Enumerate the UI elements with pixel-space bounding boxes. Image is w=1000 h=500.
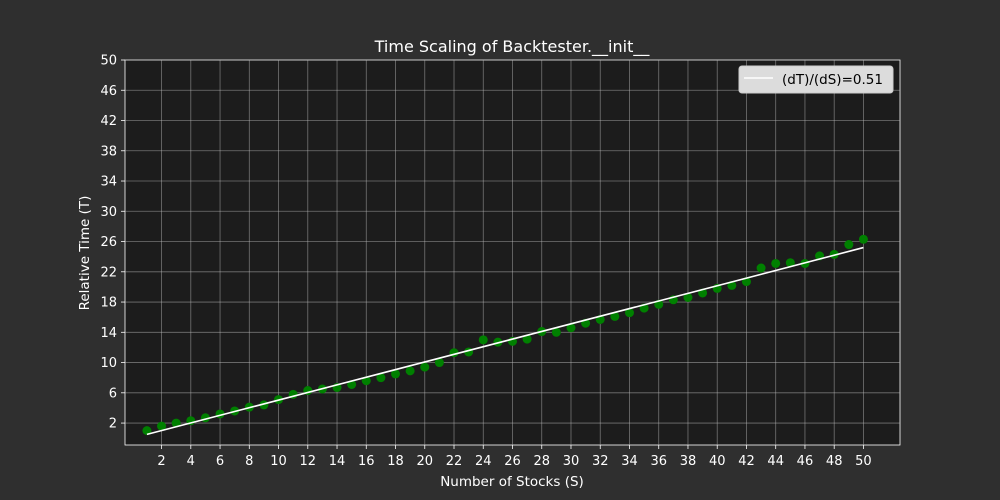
x-tick-label: 18 <box>387 454 404 469</box>
data-point <box>683 293 693 303</box>
x-tick-label: 34 <box>621 454 638 469</box>
x-tick-label: 48 <box>826 454 843 469</box>
x-tick-label: 28 <box>533 454 550 469</box>
data-point <box>478 335 488 345</box>
data-point <box>785 258 795 268</box>
data-point <box>756 263 766 273</box>
data-point <box>551 327 561 337</box>
grid <box>125 59 900 445</box>
x-tick-label: 30 <box>563 454 580 469</box>
data-point <box>624 308 634 318</box>
x-tick-label: 50 <box>855 454 872 469</box>
data-point <box>171 418 181 428</box>
x-tick-label: 16 <box>358 454 375 469</box>
x-axis-label: Number of Stocks (S) <box>440 474 584 490</box>
legend: (dT)/(dS)=0.51 <box>738 65 894 94</box>
y-tick-label: 50 <box>100 54 117 69</box>
data-point <box>157 421 167 431</box>
y-axis-label: Relative Time (T) <box>77 196 93 311</box>
data-point <box>405 366 415 376</box>
y-tick-label: 18 <box>100 296 117 311</box>
data-point <box>522 334 532 344</box>
x-tick-label: 6 <box>216 454 224 469</box>
data-point <box>858 234 868 244</box>
y-tick-label: 42 <box>100 114 117 129</box>
x-tick-label: 8 <box>245 454 253 469</box>
x-tick-label: 2 <box>157 454 165 469</box>
y-tick-label: 10 <box>100 356 117 371</box>
data-point <box>420 362 430 372</box>
x-tick-label: 12 <box>300 454 317 469</box>
y-tick-label: 46 <box>100 84 117 99</box>
y-tick-label: 26 <box>100 235 117 250</box>
data-point <box>391 369 401 379</box>
x-tick-label: 10 <box>270 454 287 469</box>
x-tick-label: 32 <box>592 454 609 469</box>
data-point <box>771 258 781 268</box>
y-tick-label: 6 <box>109 386 117 401</box>
legend-box <box>738 65 894 94</box>
fit-line <box>146 246 864 436</box>
legend-label: (dT)/(dS)=0.51 <box>782 72 883 88</box>
data-point <box>844 240 854 250</box>
y-tick-label: 22 <box>100 265 117 280</box>
series <box>142 234 868 436</box>
data-point <box>142 426 152 436</box>
x-tick-label: 44 <box>767 454 784 469</box>
x-tick-label: 36 <box>650 454 667 469</box>
chart-title: Time Scaling of Backtester.__init__ <box>374 37 651 57</box>
x-tick-label: 24 <box>475 454 492 469</box>
x-tick-label: 42 <box>738 454 755 469</box>
data-point <box>434 358 444 368</box>
x-tick-label: 20 <box>416 454 433 469</box>
x-tick-label: 14 <box>329 454 346 469</box>
y-tick-label: 34 <box>100 175 117 190</box>
x-tick-label: 38 <box>680 454 697 469</box>
x-axis-ticks: 2 4 6 8 10 12 14 16 18 20 22 24 26 28 30 32 34 36 38 40 42 44… <box>157 445 872 469</box>
x-tick-label: 4 <box>187 454 195 469</box>
data-point <box>376 373 386 383</box>
x-tick-label: 40 <box>709 454 726 469</box>
y-tick-label: 38 <box>100 144 117 159</box>
data-point <box>566 323 576 333</box>
x-tick-label: 22 <box>446 454 463 469</box>
y-tick-label: 30 <box>100 205 117 220</box>
x-tick-label: 26 <box>504 454 521 469</box>
y-tick-label: 14 <box>100 326 117 341</box>
y-tick-label: 2 <box>109 417 117 432</box>
x-tick-label: 46 <box>797 454 814 469</box>
data-point <box>610 311 620 321</box>
